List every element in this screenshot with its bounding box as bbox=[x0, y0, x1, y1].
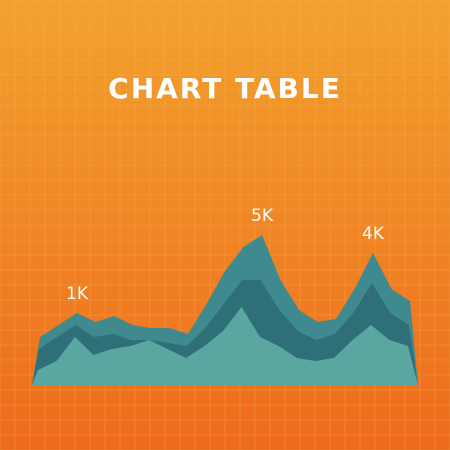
peak-label: 1K bbox=[66, 284, 89, 304]
peak-label: 5K bbox=[251, 206, 274, 226]
series-front-area bbox=[32, 307, 418, 385]
annotation-layer: 1K 5K 4K bbox=[66, 206, 385, 304]
series-layer bbox=[32, 235, 418, 385]
chart-title: CHART TABLE bbox=[108, 72, 342, 105]
peak-label: 4K bbox=[362, 224, 385, 244]
